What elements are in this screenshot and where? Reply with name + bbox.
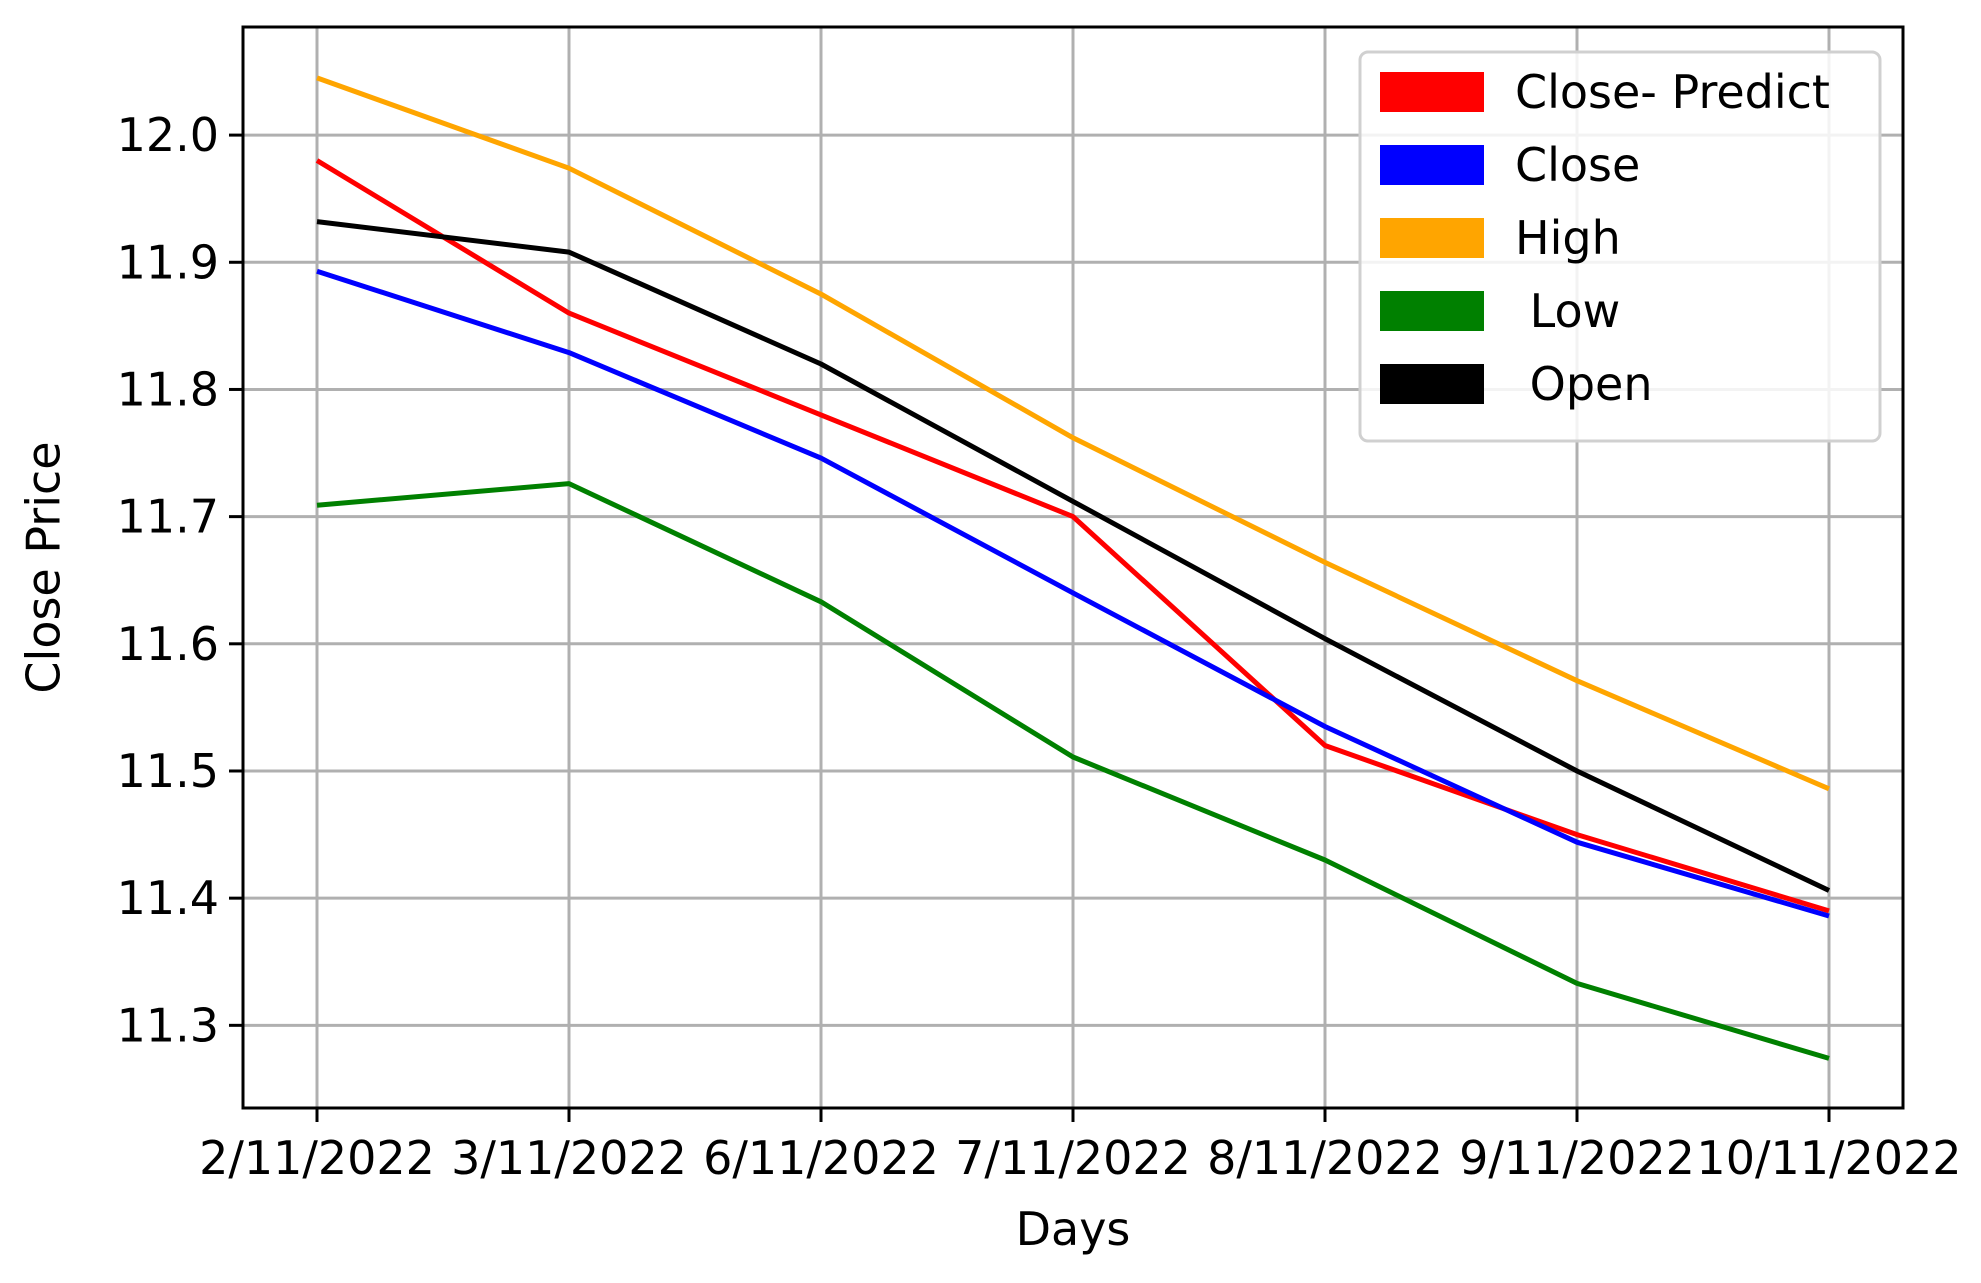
y-tick-label: 11.6 (117, 617, 219, 671)
axis-ticks: 2/11/2022 3/11/2022 6/11/2022 7/11/2022 8/11… (117, 108, 1962, 1185)
x-tick-label: 7/11/2022 (955, 1131, 1191, 1185)
y-tick-label: 11.7 (117, 490, 219, 544)
x-tick-label: 8/11/2022 (1207, 1131, 1443, 1185)
x-tick-label: 2/11/2022 (199, 1131, 435, 1185)
legend: Close- Predict Close High Low Open (1358, 50, 1882, 443)
y-tick-label: 12.0 (117, 108, 219, 162)
series-line (315, 158, 1830, 914)
x-axis-title: Days (1016, 1202, 1131, 1256)
legend-swatch (1380, 145, 1484, 185)
series-line (316, 481, 1830, 1061)
x-tick-label: 10/11/2022 (1696, 1131, 1961, 1185)
y-tick-label: 11.8 (117, 362, 219, 416)
legend-label: Open (1515, 357, 1652, 411)
series-line (316, 75, 1830, 792)
legend-swatch (1380, 218, 1484, 258)
y-tick-label: 11.3 (117, 998, 219, 1052)
legend-swatch (1380, 291, 1484, 331)
y-tick-label: 11.9 (117, 235, 219, 289)
legend-label: Close- Predict (1515, 65, 1830, 119)
legend-swatch (1380, 364, 1484, 404)
x-tick-label: 6/11/2022 (703, 1131, 939, 1185)
legend-box (1358, 50, 1882, 443)
legend-label: Low (1515, 284, 1620, 338)
y-tick-label: 11.4 (117, 871, 219, 925)
series-line (316, 219, 1831, 893)
legend-swatch (1380, 72, 1484, 112)
y-axis-title: Close Price (17, 441, 71, 693)
y-tick-label: 11.5 (117, 744, 219, 798)
legend-label: High (1515, 211, 1621, 265)
x-tick-label: 3/11/2022 (451, 1131, 687, 1185)
series-line (316, 268, 1830, 919)
x-tick-label: 9/11/2022 (1459, 1131, 1695, 1185)
series-lines (315, 75, 1831, 1061)
legend-label: Close (1515, 138, 1640, 192)
